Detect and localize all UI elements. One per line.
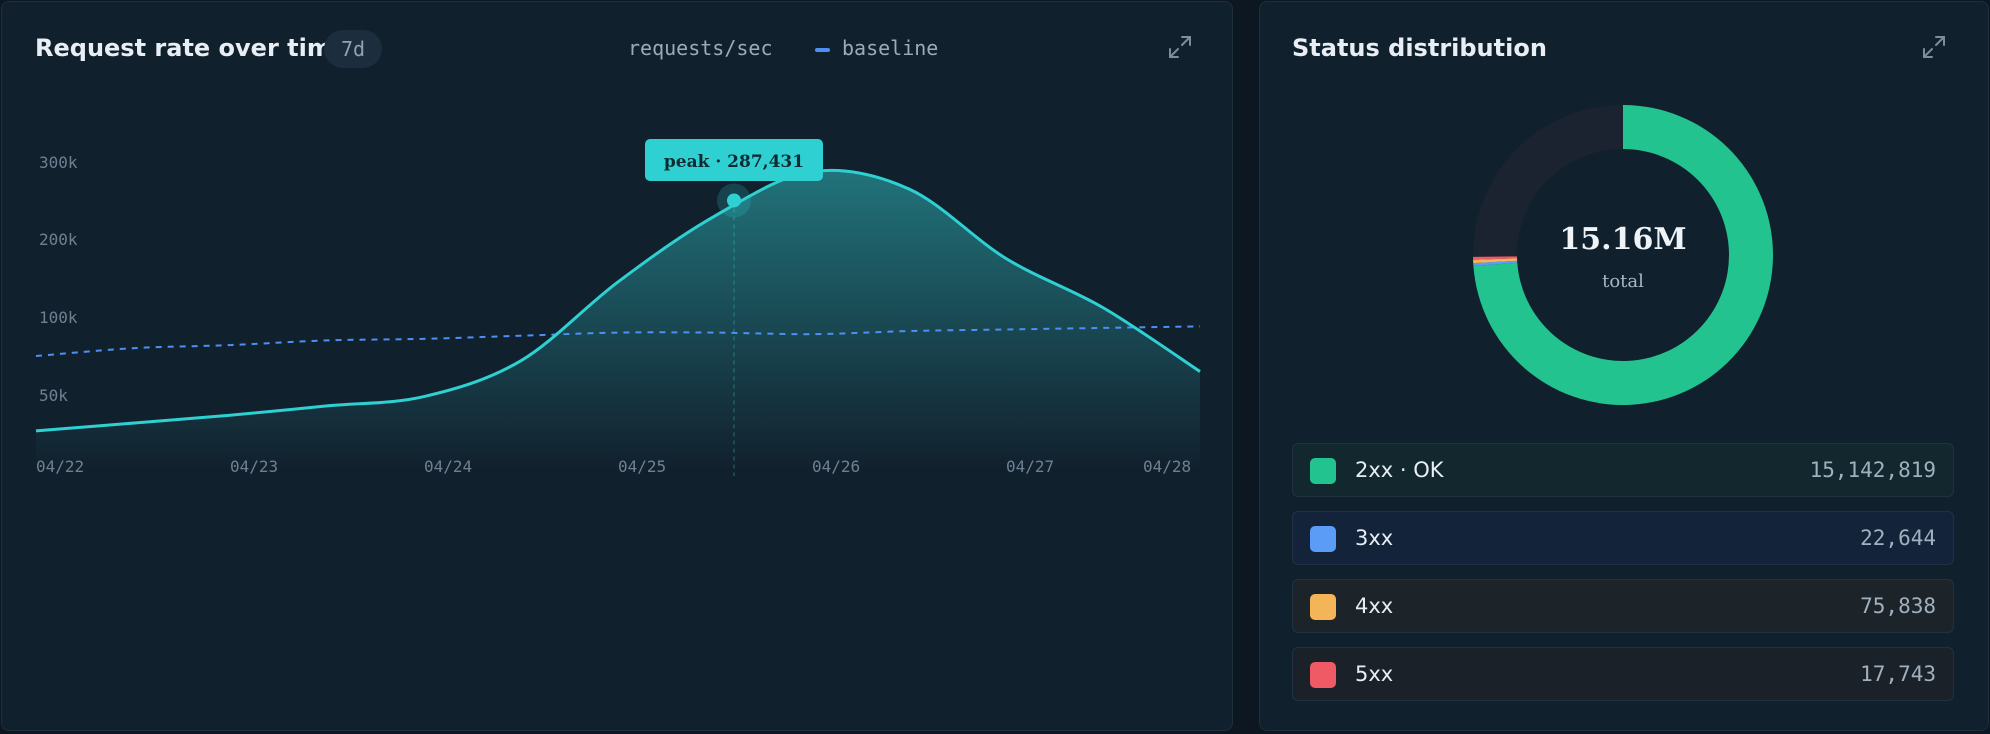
status-label-5xx: 5xx <box>1355 662 1394 686</box>
peak-tooltip <box>645 139 823 181</box>
status-value-2xx: 15,142,819 <box>1809 458 1936 482</box>
status-row-2xx[interactable]: 2xx · OK 15,142,819 <box>1292 443 1954 497</box>
donut-center-label: total <box>1602 271 1644 292</box>
request-rate-title: Request rate over time <box>35 34 349 62</box>
baseline-line <box>35 325 1201 357</box>
peak-point[interactable] <box>727 193 741 208</box>
status-value-3xx: 22,644 <box>1860 526 1936 550</box>
donut-center-value: 15.16M <box>1559 222 1686 257</box>
status-label-2xx: 2xx · OK <box>1355 458 1444 482</box>
donut-slice-2xx[interactable] <box>1473 105 1773 405</box>
status-row-4xx[interactable]: 4xx 75,838 <box>1292 579 1954 633</box>
status-distribution-title: Status distribution <box>1292 34 1547 62</box>
status-label-4xx: 4xx <box>1355 594 1394 618</box>
requests-line <box>35 168 1201 433</box>
status-label-3xx: 3xx <box>1355 526 1394 550</box>
status-donut: 15.16M total <box>1473 105 1773 405</box>
legend-baseline-swatch <box>815 48 830 52</box>
y-tick-label: 300k <box>39 153 78 172</box>
donut-slice-5xx[interactable] <box>1473 256 1518 260</box>
status-swatch-4xx <box>1310 594 1336 620</box>
peak-tooltip-label: peak · 287,431 <box>664 152 804 172</box>
range-badge[interactable]: 7d <box>324 30 383 68</box>
status-value-4xx: 75,838 <box>1860 594 1936 618</box>
legend-requests: requests/sec <box>628 36 773 60</box>
status-swatch-3xx <box>1310 526 1336 552</box>
expand-icon[interactable] <box>1167 34 1193 60</box>
status-swatch-2xx <box>1310 458 1336 484</box>
legend-baseline: baseline <box>842 36 939 60</box>
status-value-5xx: 17,743 <box>1860 662 1936 686</box>
y-tick-label: 50k <box>39 386 68 405</box>
status-swatch-5xx <box>1310 662 1336 688</box>
y-tick-label: 100k <box>39 308 78 327</box>
status-row-3xx[interactable]: 3xx 22,644 <box>1292 511 1954 565</box>
donut-slice-4xx[interactable] <box>1473 258 1518 264</box>
donut-slice-3xx[interactable] <box>1473 260 1518 266</box>
status-row-5xx[interactable]: 5xx 17,743 <box>1292 647 1954 701</box>
y-tick-label: 200k <box>39 230 78 249</box>
requests-area <box>36 170 1200 470</box>
expand-icon-status[interactable] <box>1921 34 1947 60</box>
